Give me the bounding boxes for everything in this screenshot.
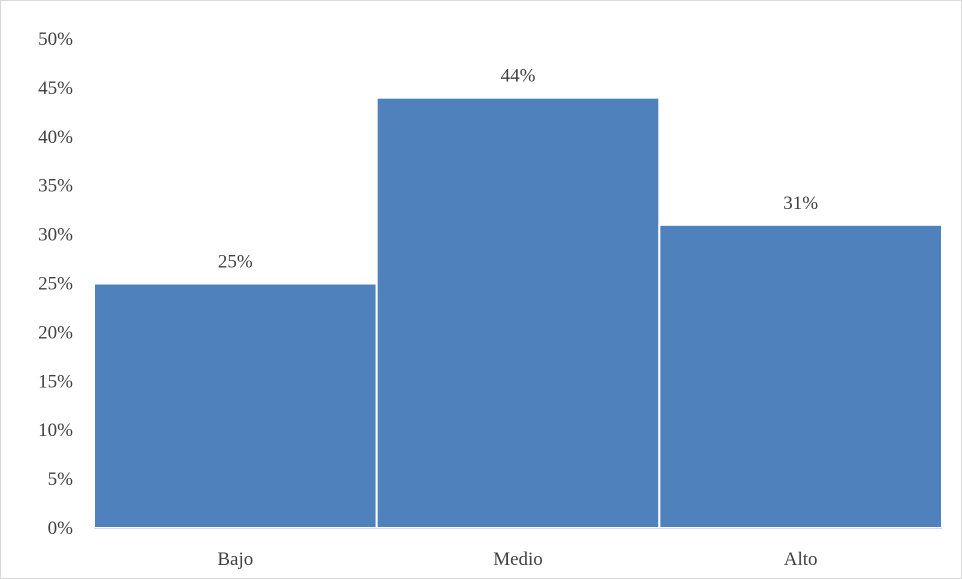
data-labels: 25% 44% 31% — [218, 66, 818, 273]
y-tick-label: 25% — [38, 274, 73, 295]
bar-medio — [375, 96, 661, 530]
x-category-label: Bajo — [217, 549, 253, 570]
y-axis-tick-labels: 0% 5% 10% 15% 20% 25% 30% 35% 40% 45% 50% — [38, 29, 73, 539]
data-label-alto: 31% — [783, 193, 818, 214]
y-tick-label: 45% — [38, 78, 73, 99]
data-label-medio: 44% — [501, 66, 536, 87]
bar-series — [93, 96, 943, 530]
y-tick-label: 40% — [38, 127, 73, 148]
y-tick-label: 0% — [48, 518, 74, 539]
y-tick-label: 10% — [38, 420, 73, 441]
x-category-label: Medio — [493, 549, 543, 570]
x-category-label: Alto — [784, 549, 818, 570]
y-tick-label: 5% — [48, 469, 74, 490]
y-tick-label: 50% — [38, 29, 73, 50]
y-tick-label: 20% — [38, 322, 73, 343]
x-axis-category-labels: Bajo Medio Alto — [217, 549, 817, 570]
bar-alto — [658, 223, 943, 529]
y-tick-label: 35% — [38, 176, 73, 197]
y-tick-label: 30% — [38, 225, 73, 246]
y-tick-label: 15% — [38, 371, 73, 392]
data-label-bajo: 25% — [218, 252, 253, 273]
bar-bajo — [93, 282, 378, 529]
